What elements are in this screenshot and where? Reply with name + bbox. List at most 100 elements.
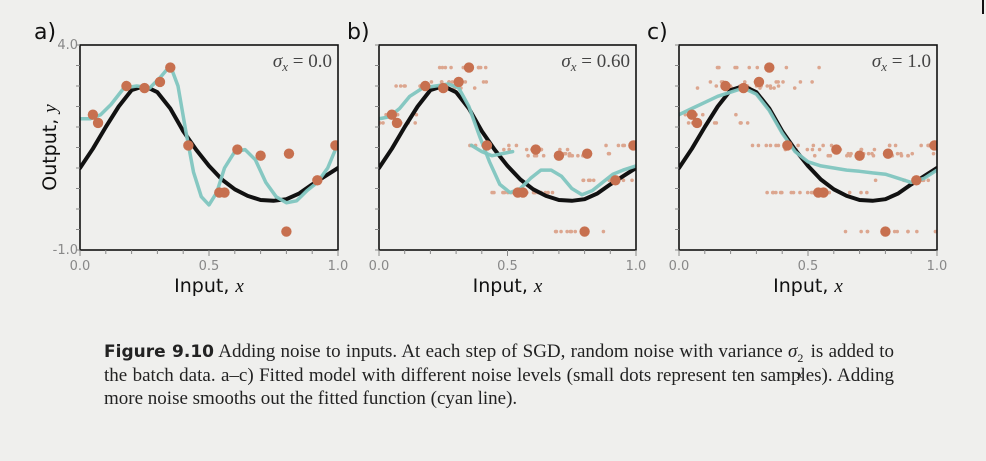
caption-text-2: is added to the batch data. a–c) Fitted …: [104, 341, 894, 409]
noise-sample-dot: [507, 143, 511, 148]
plot-area: [363, 62, 663, 237]
noise-sample-dot: [659, 144, 663, 148]
noise-sample-dot: [755, 65, 760, 70]
data-point: [219, 187, 230, 198]
noise-sample-dot: [616, 143, 621, 148]
x-axis-label: Input, x: [773, 275, 843, 297]
noise-sample-dot: [526, 153, 530, 158]
noise-sample-dot: [604, 143, 608, 148]
x-tick-label: 1.0: [626, 259, 647, 274]
noise-sample-dot: [669, 113, 673, 117]
noise-sample-dot: [573, 229, 578, 234]
noise-sample-dot: [714, 84, 719, 88]
data-point: [517, 187, 529, 198]
sigma-value: = 0.0: [288, 51, 332, 72]
noise-sample-dot: [865, 190, 869, 195]
data-point: [386, 109, 398, 120]
noise-sample-dot: [483, 65, 488, 70]
noise-sample-dot: [772, 86, 776, 90]
noise-sample-dot: [865, 229, 870, 234]
noise-sample-dot: [502, 190, 507, 195]
noise-sample-dot: [770, 190, 775, 195]
data-point: [553, 150, 565, 161]
fitted-model-line: [679, 86, 937, 185]
y-tick-label: -1.0: [53, 243, 78, 258]
noise-sample-dot: [472, 86, 477, 90]
noise-sample-dot: [646, 144, 650, 148]
noise-sample-dot: [899, 151, 903, 156]
noise-sample-dot: [972, 144, 976, 148]
noise-sample-dot: [750, 143, 755, 148]
noise-sample-dot: [768, 143, 773, 148]
noise-sample-dot: [734, 112, 738, 117]
noise-sample-dot: [363, 113, 367, 117]
fitted-model-line: [379, 82, 636, 197]
x-tick-label: 0.0: [70, 259, 91, 274]
data-point: [911, 175, 922, 186]
noise-sample-dot: [534, 153, 539, 158]
data-point: [579, 226, 590, 237]
x-axis-label-text: Input,: [174, 275, 235, 297]
noise-sample-dot: [656, 113, 660, 117]
noise-sample-dot: [758, 86, 762, 90]
data-point: [453, 76, 464, 88]
noise-sample-dot: [643, 113, 647, 117]
noise-sample-dot: [933, 229, 937, 234]
data-point: [738, 82, 749, 94]
noise-sample-dot: [931, 151, 936, 156]
noise-sample-dot: [778, 190, 783, 195]
panel-label: b): [347, 20, 370, 45]
noise-sample-dot: [796, 143, 800, 148]
noise-sample-dot: [541, 153, 546, 158]
sigma-value: = 0.60: [577, 51, 630, 72]
noise-sample-dot: [502, 147, 506, 152]
noise-sample-dot: [700, 112, 705, 117]
y-axis-label: Output, y: [39, 104, 61, 191]
data-point: [255, 150, 266, 161]
data-point: [929, 140, 937, 151]
noise-sample-dot: [817, 147, 822, 152]
noise-sample-dot: [765, 84, 770, 88]
noise-sample-dot: [481, 80, 486, 84]
true-function-line: [679, 84, 937, 203]
noise-sample-dot: [437, 65, 442, 70]
x-axis-label-text: Input,: [773, 275, 834, 297]
data-point: [330, 140, 338, 151]
noise-sample-dot: [381, 121, 385, 125]
y-tick-label: 4.0: [57, 38, 78, 53]
caption-math-sup: 2: [797, 351, 804, 365]
sigma-value: = 1.0: [887, 51, 931, 72]
noise-sample-dot: [805, 147, 810, 152]
noise-sample-dot: [622, 143, 627, 148]
noise-sample-dot: [550, 190, 555, 195]
panel-label: a): [34, 20, 56, 45]
noise-sample-dot: [733, 65, 737, 70]
noise-sample-dot: [630, 178, 634, 183]
data-point: [283, 148, 295, 159]
data-point: [463, 62, 475, 73]
noise-sample-dot: [607, 151, 612, 156]
noise-sample-dot: [413, 121, 418, 125]
noise-sample-dot: [887, 143, 892, 148]
noise-sample-dot: [859, 147, 864, 152]
noise-sample-dot: [859, 229, 863, 234]
noise-sample-dot: [810, 80, 814, 84]
noise-sample-dot: [591, 178, 596, 183]
data-point: [854, 150, 865, 161]
x-tick-label: 1.0: [927, 259, 948, 274]
sigma-symbol: σ: [561, 51, 571, 72]
fitted-model-line: [80, 63, 338, 207]
noise-sample-dot: [708, 80, 713, 84]
noise-sample-dot: [873, 178, 878, 183]
sigma-subscript: x: [281, 59, 288, 74]
data-point: [87, 109, 99, 120]
data-point: [154, 76, 166, 88]
figure-caption: Figure 9.10 Adding noise to inputs. At e…: [104, 340, 894, 410]
noise-sample-dot: [919, 143, 923, 148]
noise-sample-dot: [941, 179, 945, 183]
x-tick-label: 1.0: [328, 259, 349, 274]
noise-sample-dot: [776, 80, 780, 84]
noise-sample-dot: [449, 65, 453, 70]
noise-sample-dot: [781, 80, 785, 84]
noise-sample-dot: [565, 147, 570, 152]
